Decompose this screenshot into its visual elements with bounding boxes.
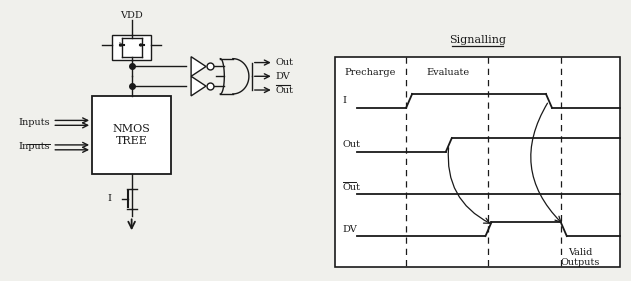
Text: Signalling: Signalling: [449, 35, 506, 45]
Text: b: b: [119, 42, 123, 48]
Text: Out: Out: [343, 140, 361, 149]
Bar: [92, 96, 171, 174]
Text: DV: DV: [276, 72, 290, 81]
Text: Precharge: Precharge: [345, 69, 396, 78]
Text: Out: Out: [343, 183, 361, 192]
Text: I: I: [343, 96, 347, 105]
Polygon shape: [191, 76, 206, 96]
Text: NMOS
TREE: NMOS TREE: [113, 124, 151, 146]
Text: Out: Out: [276, 58, 293, 67]
Text: Out: Out: [276, 85, 293, 94]
Polygon shape: [191, 57, 206, 76]
Text: Inputs: Inputs: [19, 118, 50, 127]
Text: Evaluate: Evaluate: [427, 69, 469, 78]
Bar: [112, 35, 151, 60]
Bar: [335, 57, 620, 268]
Text: Valid
Outputs: Valid Outputs: [561, 248, 600, 267]
Text: d: d: [138, 42, 143, 48]
Text: Inputs: Inputs: [19, 142, 50, 151]
Text: I: I: [108, 194, 112, 203]
Text: VDD: VDD: [121, 11, 143, 20]
Text: DV: DV: [343, 225, 358, 234]
